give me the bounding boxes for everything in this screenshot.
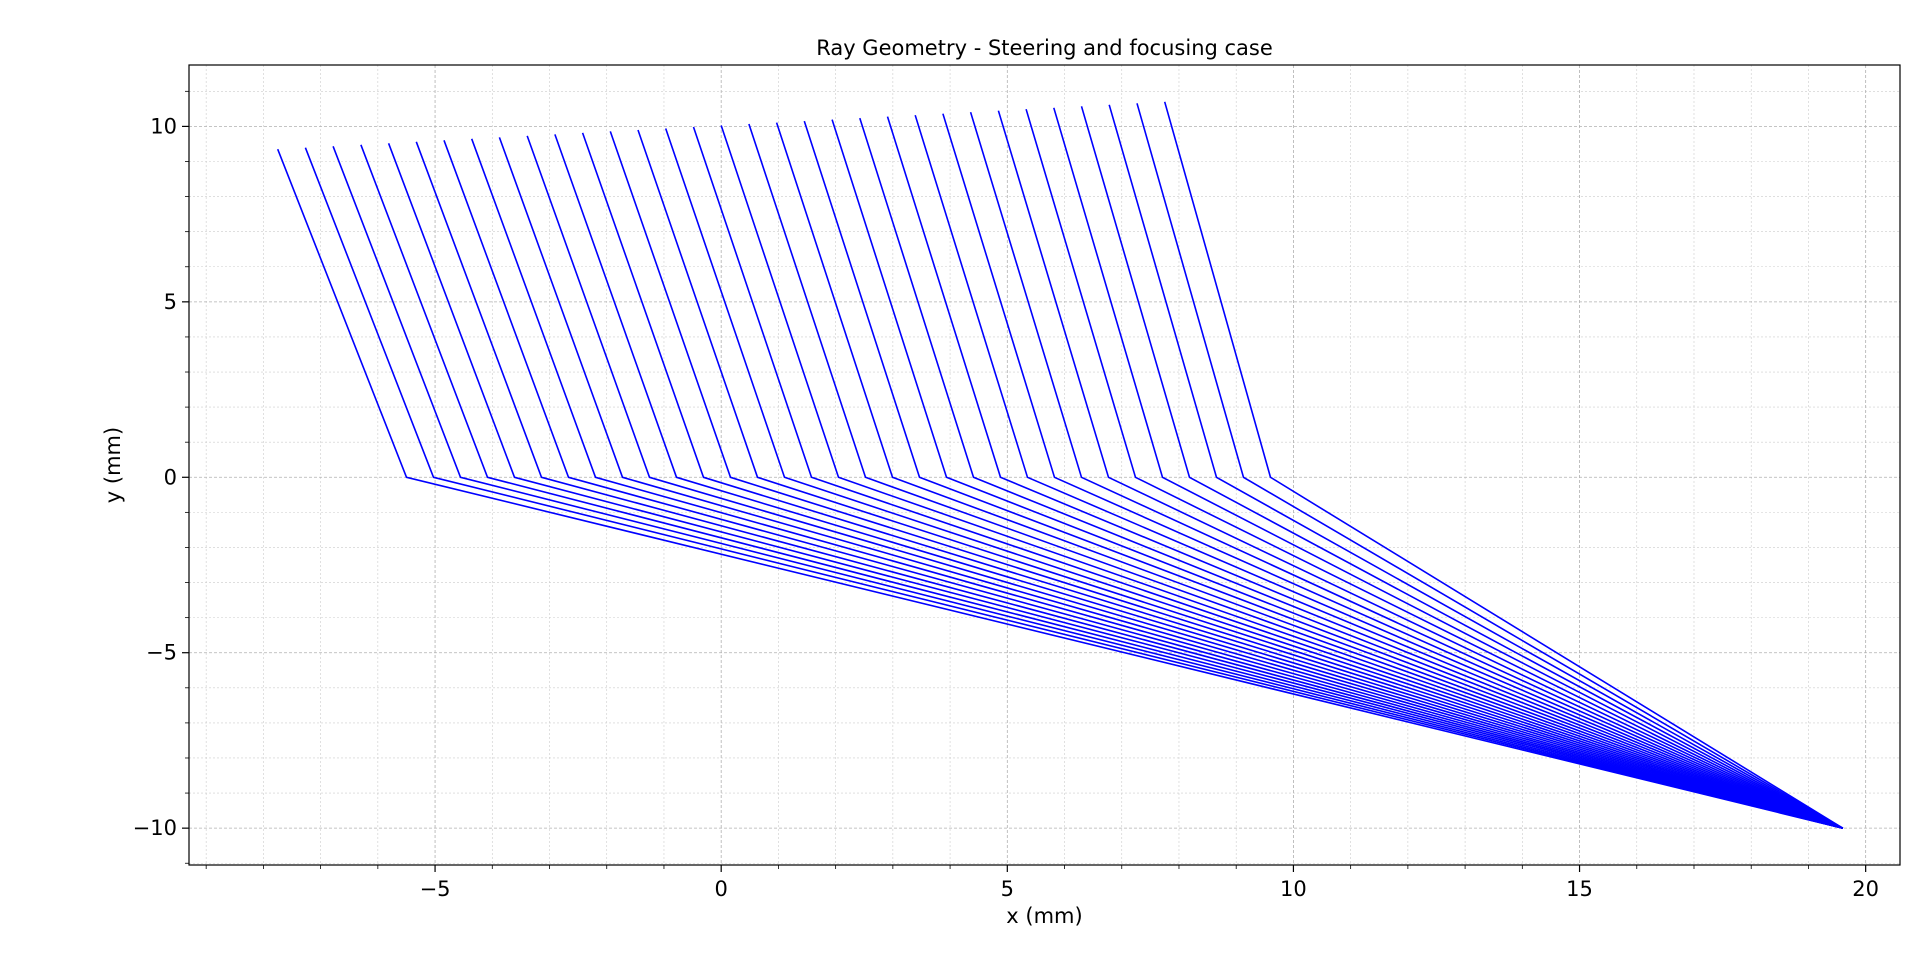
x-tick-label: 10 — [1280, 877, 1307, 901]
y-axis-label: y (mm) — [101, 427, 125, 503]
y-tick-label: −5 — [146, 641, 177, 665]
ray-line — [831, 119, 1844, 829]
ray-line — [304, 147, 1843, 829]
ray-line — [748, 123, 1844, 829]
ray-line — [332, 146, 1843, 829]
ray-line — [581, 132, 1844, 829]
ray-line — [360, 144, 1844, 829]
chart-title: Ray Geometry - Steering and focusing cas… — [816, 36, 1273, 60]
ray-line — [609, 131, 1844, 829]
axis-ticks: −5 0 5 10 15 20 −10 −5 0 5 10 — [133, 90, 1879, 901]
x-tick-label: 0 — [714, 877, 727, 901]
ray-line — [859, 117, 1844, 829]
y-tick-label: 10 — [150, 114, 177, 138]
ray-line — [554, 134, 1844, 829]
plot-area-frame — [188, 64, 1901, 866]
x-axis-label: x (mm) — [1006, 904, 1082, 928]
ray-line — [498, 137, 1844, 829]
ray-line — [1080, 106, 1844, 829]
ray-line — [415, 141, 1844, 829]
grid — [189, 65, 1900, 865]
x-tick-label: −5 — [420, 877, 451, 901]
ray-line — [1025, 108, 1844, 829]
ray-line — [720, 125, 1844, 829]
ray-line — [276, 148, 1843, 829]
ray-line — [387, 143, 1844, 829]
ray-line — [470, 138, 1844, 829]
y-tick-label: 0 — [164, 465, 177, 489]
ray-line — [886, 116, 1844, 829]
y-tick-label: 5 — [164, 290, 177, 314]
ray-line — [969, 111, 1844, 829]
ray-line — [664, 128, 1844, 829]
ray-line — [914, 114, 1844, 829]
rays — [276, 101, 1844, 829]
ray-line — [1136, 103, 1844, 829]
ray-line — [526, 135, 1844, 829]
x-tick-label: 5 — [1001, 877, 1014, 901]
ray-line — [637, 129, 1844, 829]
ray-line — [1108, 104, 1844, 829]
x-tick-label: 20 — [1852, 877, 1879, 901]
ray-line — [803, 120, 1844, 829]
ray-line — [443, 140, 1844, 829]
x-tick-label: 15 — [1566, 877, 1593, 901]
ray-line — [942, 113, 1844, 829]
ray-line — [1163, 101, 1844, 829]
ray-line — [775, 122, 1844, 829]
ray-line — [692, 126, 1844, 829]
ray-line — [1053, 107, 1844, 829]
y-tick-label: −10 — [133, 816, 177, 840]
ray-line — [997, 110, 1844, 829]
